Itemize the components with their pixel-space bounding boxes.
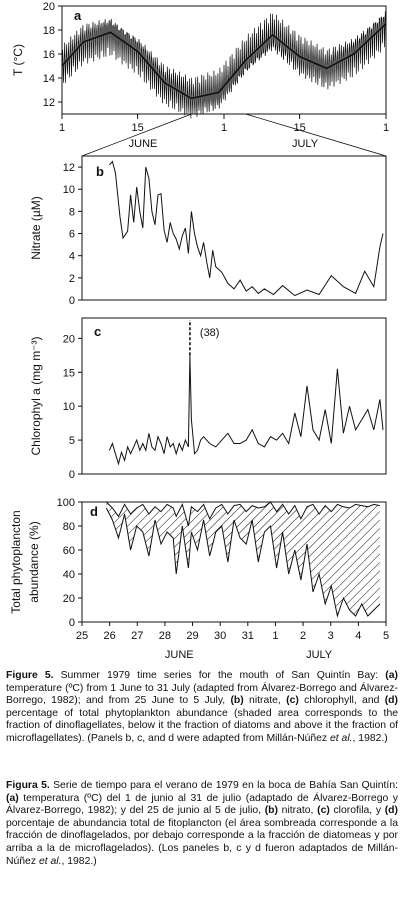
panel-d-dinoflagellate-area <box>106 502 380 616</box>
caption-english: Figure 5. Summer 1979 time series for th… <box>6 670 398 746</box>
panel-d-xtick-label: 5 <box>383 630 389 642</box>
panel-b-nitrate-line <box>109 160 384 297</box>
panel-d-letter: d <box>90 504 98 519</box>
caption-es-text: porcentaje de abundancia total de fitopl… <box>6 817 398 867</box>
panel-d-ytick-label: 40 <box>63 569 75 581</box>
panel-b-ytick-label: 4 <box>69 251 75 263</box>
panel-d-ytick-label: 60 <box>63 545 75 557</box>
panel-d-ylabel-line1: Total phytoplancton <box>9 510 23 613</box>
panel-b-ytick-label: 0 <box>69 295 75 307</box>
panel-a-ytick-label: 16 <box>43 49 55 61</box>
panel-d-ytick-label: 100 <box>57 497 75 509</box>
caption-en-text: , 1982.) <box>352 732 388 744</box>
caption-es-d: (d) <box>384 805 398 817</box>
panel-d-xtick-label: 3 <box>328 630 334 642</box>
panel-a-xtick-label: 15 <box>293 122 305 134</box>
panel-c-frame <box>81 317 387 475</box>
caption-es-a: (a) <box>6 792 19 804</box>
panel-a-ylabel: T (°C) <box>11 44 25 76</box>
panel-d-xtick-label: 1 <box>272 630 278 642</box>
caption-es-text: Serie de tiempo para el verano de 1979 e… <box>49 780 398 791</box>
panel-a-ytick-label: 12 <box>43 97 55 109</box>
caption-en-b: (b) <box>230 695 244 707</box>
panel-b-ytick-label: 8 <box>69 206 75 218</box>
panel-b-ytick-label: 10 <box>63 184 75 196</box>
caption-en-text: nitrate, <box>243 695 287 707</box>
panel-a-ytick-label: 14 <box>43 73 55 85</box>
panel-d-xtick-label: 28 <box>159 630 171 642</box>
panel-c-ytick-label: 15 <box>63 367 75 379</box>
caption-en-label: Figure 5. <box>6 670 54 681</box>
panel-d-xtick-label: 2 <box>300 630 306 642</box>
panel-d-frame <box>81 501 387 623</box>
panel-c-letter: c <box>94 324 101 339</box>
panel-d-xtick-label: 31 <box>242 630 254 642</box>
panel-a-xtick-label: 1 <box>383 122 389 134</box>
panel-c-ytick-label: 0 <box>69 469 75 481</box>
panel-a-xtick-label: 15 <box>131 122 143 134</box>
panel-d-xtick-label: 4 <box>355 630 361 642</box>
panel-d-xtick-label: 30 <box>214 630 226 642</box>
caption-en-c: (c) <box>286 695 299 707</box>
panel-a-ytick-label: 20 <box>43 1 55 13</box>
panel-d-month-july: JULY <box>306 649 333 661</box>
panel-d-ytick-label: 0 <box>69 617 75 629</box>
panel-b-ytick-label: 12 <box>63 162 75 174</box>
panel-c-ytick-label: 10 <box>63 401 75 413</box>
panel-d-xtick-label: 27 <box>131 630 143 642</box>
panel-d-ytick-label: 20 <box>63 593 75 605</box>
caption-es-text: nitrato, <box>278 805 318 817</box>
panel-a-month-july: JULY <box>292 138 319 150</box>
panel-c-ytick-label: 20 <box>63 333 75 345</box>
panel-a-ytick-label: 18 <box>43 25 55 37</box>
panel-b-ytick-label: 6 <box>69 229 75 241</box>
caption-en-text: temperature (ºC) from 1 June to 31 July … <box>6 682 398 707</box>
panel-d-ylabel-line2: abundance (%) <box>27 521 41 602</box>
panel-d-upper-line <box>105 501 380 527</box>
panel-a-month-june: JUNE <box>129 138 158 150</box>
caption-es-text: temperatura (ºC) del 1 de junio al 31 de… <box>6 792 398 817</box>
caption-en-a: (a) <box>385 670 398 681</box>
caption-es-b: (b) <box>264 805 278 817</box>
panel-d-xtick-label: 25 <box>76 630 88 642</box>
panel-c-annotation: (38) <box>200 327 220 339</box>
caption-es-label: Figura 5. <box>6 780 50 791</box>
zoom-connector-left <box>81 113 192 157</box>
panel-c-ylabel: Chlorophyl a (mg m⁻³) <box>29 336 43 455</box>
zoom-connector-right <box>245 113 387 157</box>
caption-es-c: (c) <box>317 805 330 817</box>
caption-en-d: (d) <box>384 695 398 707</box>
panel-d-month-june: JUNE <box>165 649 194 661</box>
panel-d-xtick-label: 26 <box>104 630 116 642</box>
caption-spanish: Figura 5. Serie de tiempo para el verano… <box>6 780 398 868</box>
caption-en-text: chlorophyll, and <box>298 695 385 707</box>
panel-a-trend-line <box>61 23 387 100</box>
caption-en-text: Summer 1979 time series for the mouth of… <box>53 670 386 681</box>
panel-b-frame <box>81 155 387 301</box>
caption-en-text: percentage of total phytoplankton abunda… <box>6 707 398 744</box>
panel-a-letter: a <box>74 8 82 23</box>
panel-a-temperature-line <box>61 11 387 119</box>
panel-b-ylabel: Nitrate (µM) <box>29 196 43 260</box>
panel-d-lower-line <box>105 507 381 618</box>
panel-c-ytick-label: 5 <box>69 435 75 447</box>
panel-b-ytick-label: 2 <box>69 273 75 285</box>
panel-a-xtick-label: 1 <box>59 122 65 134</box>
panel-a-xtick-label: 1 <box>221 122 227 134</box>
panel-b-letter: b <box>96 164 104 179</box>
panel-d-ytick-label: 80 <box>63 521 75 533</box>
panel-c-chlorophyll-line <box>108 355 384 466</box>
caption-es-etal: et al. <box>38 855 62 867</box>
caption-es-text: , 1982.) <box>61 855 97 867</box>
caption-en-etal: et al. <box>330 732 353 744</box>
panel-d-xtick-label: 29 <box>186 630 198 642</box>
caption-es-text: clorofila, y <box>329 805 385 817</box>
